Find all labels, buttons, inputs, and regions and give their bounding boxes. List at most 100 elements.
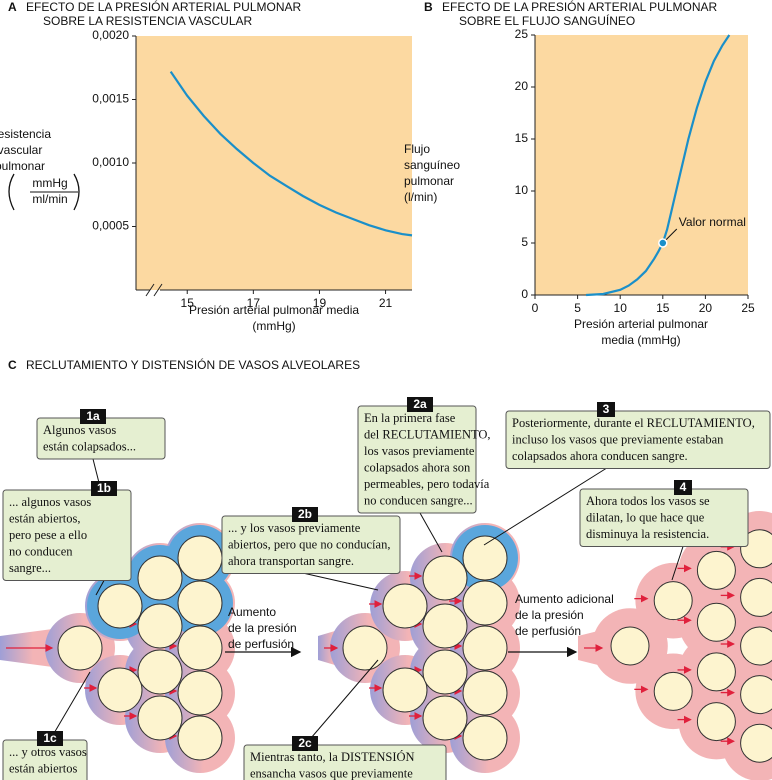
callout-tag: 3 — [603, 402, 610, 416]
callout-text: del RECLUTAMIENTO, — [364, 427, 491, 441]
alveolus — [137, 695, 183, 741]
y-axis-label: vascular — [0, 143, 42, 157]
callout-tag: 1a — [86, 409, 100, 423]
callout-text: están colapsados... — [43, 439, 136, 453]
y-tick-label: 10 — [515, 183, 529, 197]
callout-pointer — [419, 512, 443, 553]
data-line — [169, 70, 413, 237]
arrow-label: de perfusión — [228, 637, 294, 651]
x-tick-label: 21 — [379, 296, 393, 310]
alveolus — [137, 555, 183, 601]
alveolus — [177, 535, 223, 581]
callout-text: Ahora todos los vasos se — [586, 494, 710, 508]
alveolus — [462, 715, 508, 761]
arrow-label: de perfusión — [515, 624, 581, 638]
axis-break — [145, 283, 163, 297]
plot-background — [535, 35, 748, 295]
callout-pointer — [95, 580, 105, 596]
callout-tag-bg — [80, 409, 106, 424]
y-axis-label: Resistencia — [0, 127, 51, 141]
alveolus — [382, 583, 428, 629]
alveolus — [740, 626, 772, 666]
alveolus — [177, 715, 223, 761]
y-axis-unit: mmHg — [32, 176, 67, 190]
callout-tag-bg — [292, 736, 318, 751]
callout-tag-bg — [292, 507, 318, 522]
alveolus — [740, 675, 772, 715]
data-line — [586, 34, 731, 297]
callout-tag: 2b — [298, 507, 312, 521]
callout-text: En la primera fase — [364, 411, 456, 425]
x-tick-label: 17 — [247, 296, 261, 310]
callout-text: ... algunos vasos — [9, 495, 91, 509]
callout-box — [579, 488, 749, 547]
arrow-label: Aumento — [228, 605, 276, 619]
alveolus — [696, 550, 736, 590]
panel-label: B — [424, 0, 433, 14]
callout-tag: 1c — [43, 731, 57, 745]
y-tick-label: 20 — [515, 79, 529, 93]
alveolus — [696, 602, 736, 642]
alveolus — [740, 577, 772, 617]
callout-text: no conducen — [9, 544, 73, 558]
alveolus — [382, 667, 428, 713]
arrow-label: de la presión — [228, 621, 297, 635]
y-axis-label: sanguíneo — [404, 158, 460, 172]
callout-text: Algunos vasos — [43, 423, 116, 437]
x-tick-label: 10 — [614, 301, 628, 315]
alveolus — [97, 583, 143, 629]
alveolus — [696, 652, 736, 692]
callout-tag-bg — [407, 397, 433, 412]
callout-text: pero pese a ello — [9, 528, 87, 542]
x-tick-label: 19 — [313, 296, 327, 310]
callout-text: ensancha vasos que previamente — [250, 766, 413, 780]
y-tick-label: 0,0010 — [92, 155, 129, 169]
callout-text: ... y otros vasos — [9, 745, 87, 759]
callout-pointer — [304, 573, 379, 591]
alveolus — [653, 581, 693, 621]
alveolus — [462, 580, 508, 626]
alveolus — [177, 625, 223, 671]
callout-tag-bg — [37, 731, 63, 746]
paren — [8, 173, 15, 211]
alveolus — [422, 695, 468, 741]
callout-box — [505, 410, 771, 469]
alveolus — [422, 649, 468, 695]
callout-tag: 2c — [298, 736, 312, 750]
callout-tag: 1b — [97, 481, 111, 495]
alveolus — [740, 723, 772, 763]
alveolus — [422, 555, 468, 601]
alveolus — [462, 535, 508, 581]
x-tick-label: 5 — [574, 301, 581, 315]
alveolus — [57, 625, 103, 671]
chart-title: EFECTO DE LA PRESIÓN ARTERIAL PULMONAR — [26, 0, 302, 14]
callout-text: están abiertos, — [9, 511, 81, 525]
alveolus — [137, 649, 183, 695]
panel-label: A — [8, 0, 17, 14]
callout-text: disminuya la resistencia. — [586, 527, 709, 541]
callout-tag: 4 — [680, 480, 687, 494]
callout-text: dilatan, lo que hace que — [586, 510, 705, 524]
callout-text: no conducen sangre... — [364, 493, 473, 507]
callout-pointer — [483, 468, 607, 546]
callout-pointer — [304, 659, 379, 746]
x-tick-label: 0 — [532, 301, 539, 315]
callout-text: están abiertos — [9, 761, 78, 775]
x-axis-label: Presión arterial pulmonar media — [189, 303, 359, 317]
callout-tag-bg — [91, 481, 117, 496]
alveolus — [177, 670, 223, 716]
alveolus — [137, 603, 183, 649]
diagram-title: RECLUTAMIENTO Y DISTENSIÓN DE VASOS ALVE… — [26, 357, 360, 372]
x-axis-label: media (mmHg) — [601, 333, 680, 347]
y-axis-label: Flujo — [404, 142, 430, 156]
callout-text: los vasos previamente — [364, 444, 475, 458]
alveolus — [462, 625, 508, 671]
callout-text: y conducen — [9, 778, 67, 780]
alveolus — [462, 670, 508, 716]
x-tick-label: 15 — [656, 301, 670, 315]
alveolus — [422, 603, 468, 649]
chart-title: EFECTO DE LA PRESIÓN ARTERIAL PULMONAR — [442, 0, 718, 14]
alveolus — [342, 625, 388, 671]
callout-text: colapsados ahora conducen sangre. — [512, 449, 688, 463]
